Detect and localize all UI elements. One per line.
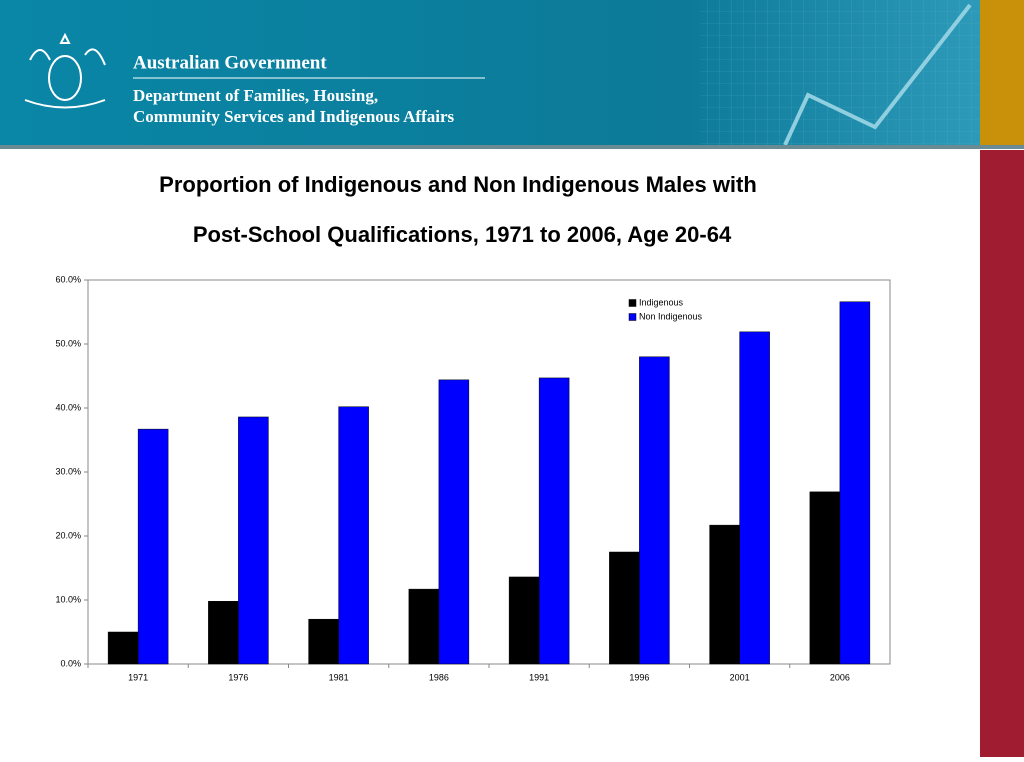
bar (809, 491, 841, 665)
bar (739, 331, 770, 665)
bar (609, 551, 640, 665)
bar (308, 618, 339, 665)
x-tick-label: 1991 (529, 672, 549, 682)
x-tick-label: 2001 (730, 672, 750, 682)
x-tick-label: 1986 (429, 672, 449, 682)
bar (238, 416, 269, 665)
x-tick-label: 1971 (128, 672, 148, 682)
y-tick-label: 10.0% (55, 594, 81, 604)
legend-label: Non Indigenous (639, 311, 703, 321)
bar (538, 377, 570, 665)
x-tick-label: 1981 (329, 672, 349, 682)
bar (408, 588, 440, 665)
x-tick-label: 1996 (629, 672, 649, 682)
bar (137, 428, 169, 665)
y-tick-label: 40.0% (55, 402, 81, 412)
y-tick-label: 20.0% (55, 530, 81, 540)
bar (208, 601, 239, 665)
header-rule (0, 145, 1024, 149)
gold-block (980, 0, 1024, 145)
org-name: Australian Government (133, 52, 327, 73)
y-tick-label: 60.0% (55, 274, 81, 284)
bar (107, 631, 139, 665)
x-tick-label: 1976 (228, 672, 248, 682)
department: Community Services and Indigenous Affair… (133, 107, 455, 126)
bar (438, 379, 470, 665)
bar (839, 301, 871, 665)
crest (24, 32, 106, 109)
legend-swatch (628, 313, 637, 321)
header-trend (783, 3, 972, 146)
header-grid (700, 0, 980, 145)
y-tick-label: 0.0% (60, 658, 81, 668)
chart-title: Post-School Qualifications, 1971 to 2006… (193, 222, 732, 247)
bar (709, 524, 740, 665)
bar (639, 356, 670, 665)
x-tick-label: 2006 (830, 672, 850, 682)
legend-swatch (628, 299, 637, 307)
red-strip (980, 150, 1024, 757)
department: Department of Families, Housing, (133, 86, 378, 105)
bar (338, 406, 369, 665)
y-tick-label: 50.0% (55, 338, 81, 348)
chart-title: Proportion of Indigenous and Non Indigen… (159, 172, 757, 197)
y-tick-label: 30.0% (55, 466, 81, 476)
bar (508, 576, 540, 665)
legend-label: Indigenous (639, 297, 684, 307)
